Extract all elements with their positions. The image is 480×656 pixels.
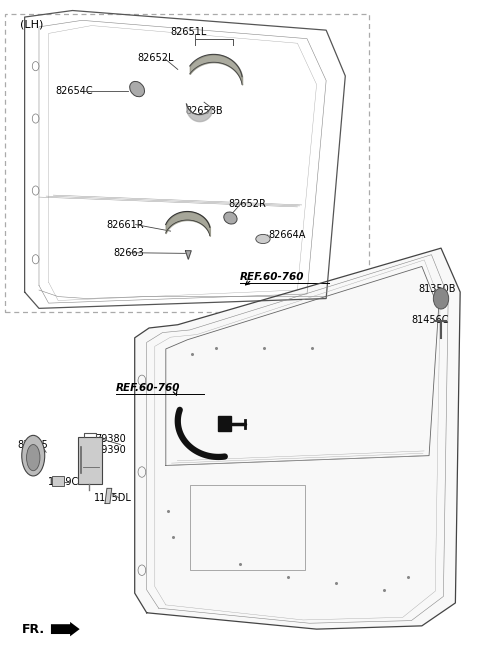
Circle shape (433, 288, 449, 309)
Polygon shape (135, 248, 460, 629)
Bar (217, 416, 231, 432)
Text: (LH): (LH) (20, 19, 43, 29)
Ellipse shape (256, 234, 270, 243)
Text: 79390: 79390 (96, 445, 126, 455)
Text: 82663: 82663 (113, 248, 144, 258)
Text: 82654C: 82654C (56, 86, 93, 96)
Ellipse shape (224, 212, 237, 224)
Text: 82661R: 82661R (106, 220, 144, 230)
Text: 81456C: 81456C (411, 315, 449, 325)
FancyArrow shape (51, 622, 80, 636)
Ellipse shape (26, 445, 40, 471)
Text: 82664A: 82664A (269, 230, 306, 240)
Bar (52, 476, 64, 486)
Bar (78, 437, 102, 483)
Text: 82652L: 82652L (137, 53, 174, 63)
Ellipse shape (22, 436, 45, 476)
Bar (190, 485, 305, 570)
Text: REF.60-760: REF.60-760 (116, 383, 180, 393)
Text: 1339CC: 1339CC (48, 477, 85, 487)
Text: 79380: 79380 (96, 434, 126, 444)
Text: REF.60-760: REF.60-760 (240, 272, 304, 282)
Text: 81335: 81335 (17, 440, 48, 449)
Text: 82652R: 82652R (228, 199, 266, 209)
Text: 81350B: 81350B (418, 284, 456, 294)
Text: 1125DL: 1125DL (94, 493, 132, 503)
Ellipse shape (130, 81, 144, 96)
Polygon shape (105, 488, 112, 503)
Polygon shape (185, 251, 191, 259)
Text: 82651L: 82651L (170, 27, 207, 37)
Text: FR.: FR. (22, 623, 45, 636)
Text: 82653B: 82653B (185, 106, 223, 115)
